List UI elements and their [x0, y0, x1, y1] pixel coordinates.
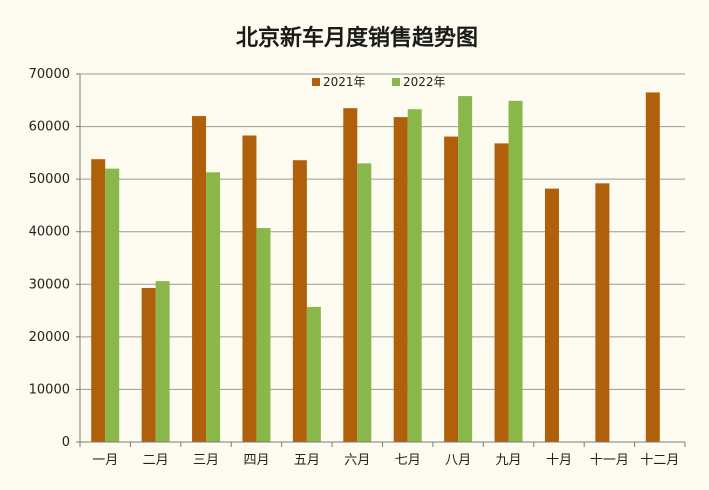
legend-swatch [312, 78, 320, 86]
y-tick-labels: 0 10000 20000 30000 40000 50000 60000 70000 [29, 67, 70, 450]
y-tick-label: 0 [62, 435, 70, 450]
x-tick-label: 六月 [344, 453, 370, 468]
bar-2021年-七月 [393, 117, 408, 442]
y-tick-label: 50000 [29, 172, 70, 187]
legend-swatch [392, 78, 400, 86]
x-tick-label: 十一月 [590, 453, 629, 468]
chart-title: 北京新车月度销售趋势图 [236, 25, 478, 51]
y-tick-label: 40000 [29, 225, 70, 240]
x-tick-label: 四月 [243, 453, 269, 468]
x-tick-label: 八月 [445, 453, 471, 468]
bar-2022年-八月 [458, 96, 473, 442]
bar-2022年-六月 [357, 163, 372, 442]
bar-2021年-六月 [343, 108, 358, 443]
y-tick-label: 30000 [29, 277, 70, 292]
bar-2022年-七月 [407, 109, 422, 443]
x-tick-label: 三月 [193, 453, 219, 468]
x-tick-label: 十二月 [640, 453, 679, 468]
bar-2021年-四月 [242, 135, 257, 442]
x-tick-labels: 一月 二月 三月 四月 五月 六月 七月 八月 九月 十月 十一月 十二月 [92, 453, 679, 468]
bar-2021年-一月 [91, 159, 106, 442]
x-tick-label: 九月 [496, 453, 522, 468]
legend-label: 2022年 [403, 75, 446, 89]
bar-2022年-一月 [105, 168, 120, 442]
bar-2022年-九月 [508, 100, 523, 442]
y-tick-label: 70000 [29, 67, 70, 82]
x-tick-label: 十月 [546, 453, 572, 468]
bar-2021年-十月 [544, 188, 559, 442]
bars-group [91, 92, 660, 443]
axes-group [76, 73, 686, 447]
bar-2021年-五月 [292, 160, 307, 442]
x-tick-label: 一月 [92, 453, 118, 468]
bar-2021年-八月 [444, 136, 459, 442]
y-tick-label: 60000 [29, 120, 70, 135]
bar-2022年-四月 [256, 228, 271, 442]
legend: 2021年 2022年 [312, 75, 446, 89]
bar-2022年-五月 [306, 306, 321, 442]
bar-2021年-三月 [192, 116, 207, 443]
x-tick-label: 五月 [294, 453, 320, 468]
y-tick-label: 20000 [29, 330, 70, 345]
bar-2021年-二月 [141, 287, 156, 442]
legend-label: 2021年 [323, 75, 366, 89]
bar-2021年-九月 [494, 143, 509, 442]
x-tick-label: 七月 [395, 453, 421, 468]
gridlines [80, 73, 685, 390]
bar-2022年-二月 [155, 281, 170, 442]
y-tick-label: 10000 [29, 382, 70, 397]
bar-2022年-三月 [206, 172, 221, 442]
bar-2021年-十二月 [645, 92, 660, 443]
x-tick-label: 二月 [143, 453, 169, 468]
bar-2021年-十一月 [595, 183, 610, 442]
